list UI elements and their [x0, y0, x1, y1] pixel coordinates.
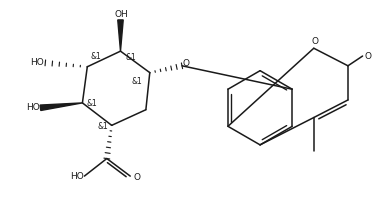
- Text: HO: HO: [31, 58, 44, 67]
- Polygon shape: [118, 20, 123, 51]
- Text: &1: &1: [90, 52, 101, 61]
- Text: &1: &1: [97, 122, 108, 131]
- Text: O: O: [183, 59, 190, 68]
- Text: HO: HO: [70, 172, 83, 181]
- Text: OH: OH: [115, 10, 128, 19]
- Text: &1: &1: [86, 99, 97, 108]
- Polygon shape: [40, 103, 83, 111]
- Text: &1: &1: [131, 77, 142, 85]
- Text: HO: HO: [26, 103, 39, 112]
- Text: O: O: [311, 37, 318, 46]
- Text: O: O: [133, 173, 140, 182]
- Text: O: O: [365, 52, 372, 60]
- Text: &1: &1: [125, 53, 136, 62]
